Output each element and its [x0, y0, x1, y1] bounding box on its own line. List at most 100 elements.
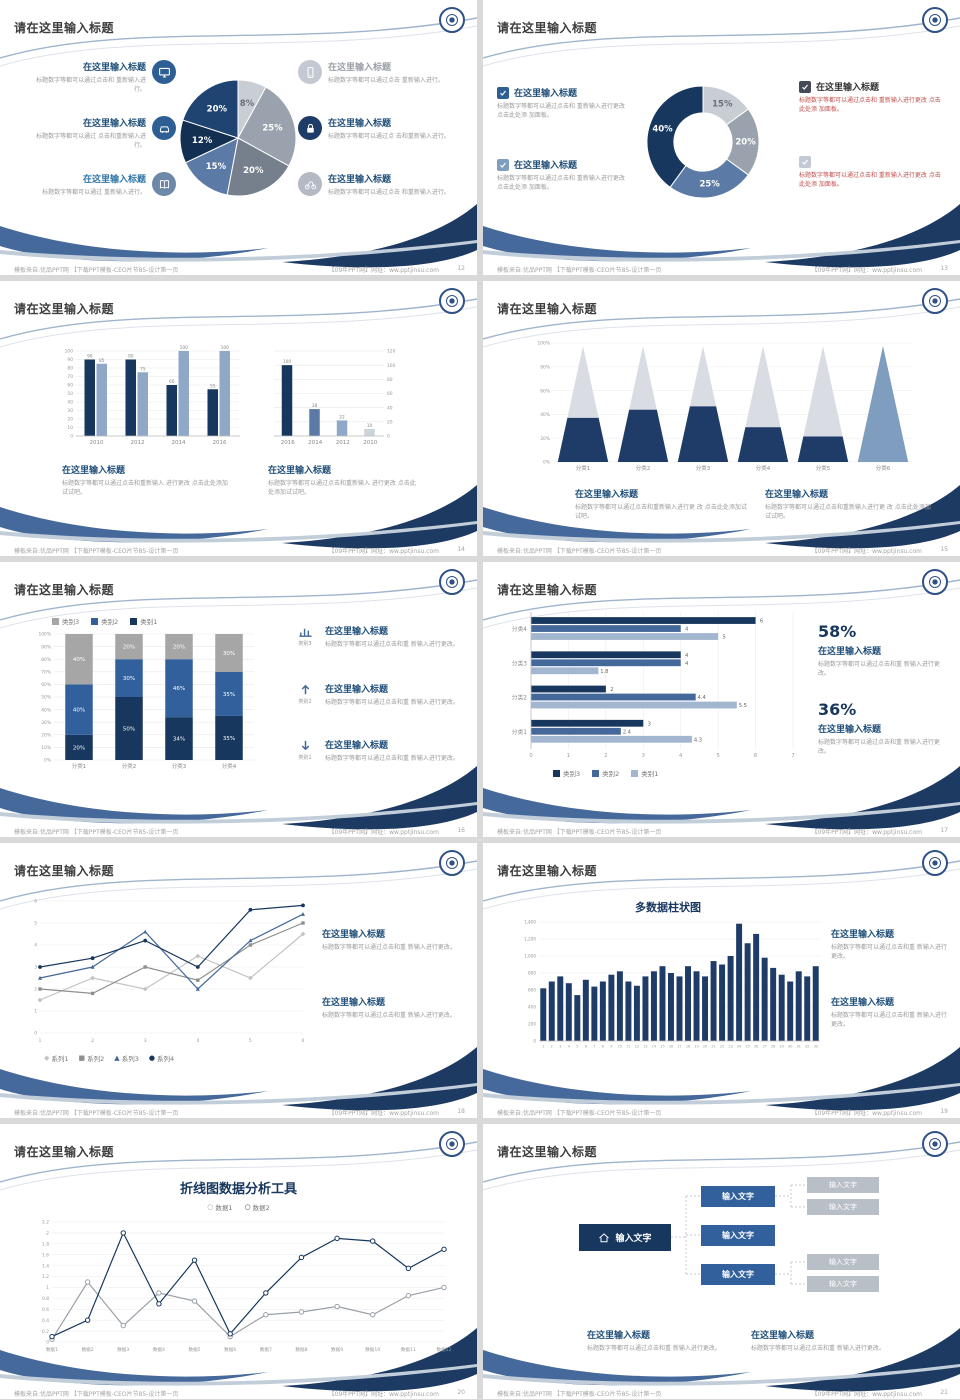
slide-thumbnail-14[interactable]: 请在这里输入标题 0 10 20 30 40 50 60 70 80 90 100 90 85 2010 9…: [0, 281, 477, 556]
svg-text:20%: 20%: [123, 645, 135, 651]
svg-text:9: 9: [610, 1045, 612, 1049]
legend-swatch: [592, 769, 600, 777]
block-text: 标题数字等都可以通过点击和重新输入进行更 改 点击此处添加试试吧。: [765, 504, 931, 521]
svg-text:1,400: 1,400: [524, 920, 536, 925]
svg-text:4: 4: [685, 627, 689, 633]
svg-text:25%: 25%: [699, 180, 720, 190]
legend-label: 系列4: [156, 1055, 175, 1063]
item-text: 标题数字等都可以通过点击和 重新输入进行更改 点击此处添 加面板。: [799, 172, 941, 189]
svg-text:20%: 20%: [540, 436, 550, 442]
svg-text:0.8: 0.8: [42, 1296, 49, 1302]
slide-thumbnail-21[interactable]: 请在这里输入标题 输入文字 输入文字 输入文字 输入文字 输入文字 输入文字 输…: [483, 1124, 960, 1399]
stat-block: 58% 在这里输入标题 标题数字等都可以通过点击和重 新输入进行更改。: [818, 622, 950, 679]
logo-emblem: [929, 295, 941, 307]
logo-emblem: [446, 857, 458, 869]
svg-text:数据6: 数据6: [224, 1346, 236, 1353]
pyramid-chart: 0% 20% 40% 60% 80% 100% 分类1 分类2 分类3 分类4 分类5 分类6: [537, 341, 913, 472]
slide-footer: 模板来自:优品PPT网 【下载PPT模板-CEO片节85-设计第一页 【09年P…: [483, 825, 960, 836]
svg-text:80%: 80%: [41, 657, 51, 663]
svg-text:40%: 40%: [73, 657, 85, 663]
slide-thumbnail-12[interactable]: 请在这里输入标题 8% 25% 20% 15% 12% 20% 在这里输入标题 标题数字等…: [0, 0, 477, 275]
svg-text:40: 40: [67, 400, 73, 406]
line-analysis-chart: 0 0.2 0.4 0.6 0.8 1 1.2 1.4 1.6 1.8 2 2.2 数据1 数据2 数据3 数…: [42, 1220, 452, 1353]
svg-text:1: 1: [542, 1045, 544, 1049]
svg-text:11: 11: [626, 1045, 630, 1049]
svg-text:100: 100: [65, 349, 74, 355]
legend-label: 类别3: [62, 618, 80, 626]
slide-thumbnail-15[interactable]: 请在这里输入标题 0% 20% 40% 60% 80% 100% 分类1 分类2 分类3 分类4 分…: [483, 281, 960, 556]
text-block: 在这里输入标题 标题数字等都可以通过点击和重 新输入进行更改。: [831, 995, 949, 1030]
list-item: 在这里输入标题 标题数字等都可以通过点击和 重新输入进行更改 点击此处添 加面板…: [497, 158, 631, 193]
svg-text:1.2: 1.2: [42, 1274, 49, 1280]
chart-legend: 类别3 类别2 类别1: [52, 616, 157, 626]
legend-marker: ▲: [114, 1054, 120, 1062]
checkbox-icon: [497, 158, 509, 171]
item-text: 标题数字等都可以通过点 击和重新输入进行。: [328, 133, 450, 140]
svg-text:1: 1: [567, 753, 570, 759]
block-title: 在这里输入标题: [62, 466, 126, 476]
slide-thumbnail-20[interactable]: 请在这里输入标题 折线图数据分析工具 ○ 数据1 ○ 数据2 0 0.2 0.4 0.6 0…: [0, 1124, 477, 1399]
svg-text:80: 80: [387, 377, 393, 383]
svg-text:100: 100: [387, 363, 396, 369]
svg-text:2: 2: [551, 1045, 553, 1049]
stat-value: 58%: [818, 622, 857, 641]
svg-text:100: 100: [283, 359, 292, 365]
diagram-root-box: 输入文字: [579, 1224, 671, 1251]
svg-text:数据7: 数据7: [260, 1346, 272, 1353]
svg-text:3: 3: [648, 721, 651, 727]
svg-text:1.8: 1.8: [42, 1242, 49, 1248]
svg-text:29: 29: [780, 1045, 784, 1049]
svg-text:0%: 0%: [543, 460, 550, 466]
footer-text: 模板来自:优品PPT网 【下载PPT模板-CEO片节85-设计第一页: [14, 829, 179, 836]
block-text: 标题数字等都可以通过点击和重 新输入进行更改。: [587, 1345, 721, 1352]
slide-footer: 模板来自:优品PPT网 【下载PPT模板-CEO片节85-设计第一页 【09年P…: [0, 825, 477, 836]
svg-text:0: 0: [529, 753, 532, 759]
svg-text:35%: 35%: [223, 692, 235, 698]
legend-swatch: [631, 769, 639, 777]
svg-text:2: 2: [34, 987, 37, 993]
svg-text:4: 4: [196, 1038, 199, 1044]
svg-text:4: 4: [685, 661, 689, 667]
slide-thumbnail-16[interactable]: 请在这里输入标题 类别3 类别2 类别1 0% 10% 20% 30% 40% 50% 60…: [0, 562, 477, 837]
svg-text:4: 4: [34, 943, 37, 949]
svg-text:32: 32: [805, 1045, 809, 1049]
slide-thumbnail-19[interactable]: 请在这里输入标题 多数据柱状图 0 200 400 600 800 1,000 1,200 1…: [483, 843, 960, 1118]
text-block: 在这里输入标题 标题数字等都可以通过点击和重 新输入进行更改。: [322, 995, 464, 1020]
footer-text: 模板来自:优品PPT网 【下载PPT模板-CEO片节85-设计第一页: [497, 1110, 662, 1117]
phone-icon: [298, 60, 322, 84]
arrow-down-icon: [298, 738, 313, 753]
footer-site: 【09年PPT网】网址：ww.pptjinsu.com: [328, 1110, 439, 1117]
chart-title: 多数据柱状图: [635, 901, 701, 914]
svg-text:14: 14: [652, 1045, 656, 1049]
legend-swatch: [91, 617, 99, 625]
svg-text:0: 0: [70, 434, 73, 440]
svg-text:90%: 90%: [41, 644, 51, 650]
slide-thumbnail-17[interactable]: 请在这里输入标题 0 1 2 3 4 5 6 7 分类4 6 4 5 分类3 4 4 1.8 分类2 2 4.4 5.…: [483, 562, 960, 837]
donut-chart: 15% 20% 25% 40%: [646, 85, 760, 199]
svg-text:分类1: 分类1: [576, 464, 591, 472]
diagram-box: 输入文字: [701, 1264, 775, 1285]
legend-label: 类别2: [101, 618, 119, 626]
list-item: 在这里输入标题 标题数字等都可以通过点 击和重新输入进行。: [298, 116, 456, 141]
checkbox-icon: [497, 86, 509, 99]
slide-thumbnail-13[interactable]: 请在这里输入标题 15% 20% 25% 40% 在这里输入标题 标题数字等都可以通过…: [483, 0, 960, 275]
item-text: 标题数字等都可以通过点击和重 新输入进行更改。: [325, 641, 459, 648]
slide-footer: 模板来自:优品PPT网 【下载PPT模板-CEO片节85-设计第一页 【09年P…: [0, 1106, 477, 1117]
page-number: 20: [457, 1389, 465, 1396]
legend-entry: ○ 数据1: [207, 1202, 232, 1212]
page-number: 19: [940, 1108, 948, 1115]
svg-text:5: 5: [716, 753, 719, 759]
svg-text:16: 16: [669, 1045, 673, 1049]
block-title: 在这里输入标题: [268, 466, 332, 476]
svg-text:4: 4: [568, 1045, 570, 1049]
svg-text:35%: 35%: [223, 736, 235, 742]
block-text: 标题数字等都可以通过点击和重 新输入进行更改。: [831, 944, 947, 961]
svg-text:分类6: 分类6: [876, 464, 891, 472]
stat-title: 在这里输入标题: [818, 725, 882, 735]
svg-text:400: 400: [528, 1005, 536, 1010]
legend-label: 类别3: [563, 770, 581, 778]
diagram-box-label: 输入文字: [722, 1192, 754, 1201]
svg-text:7: 7: [791, 753, 794, 759]
